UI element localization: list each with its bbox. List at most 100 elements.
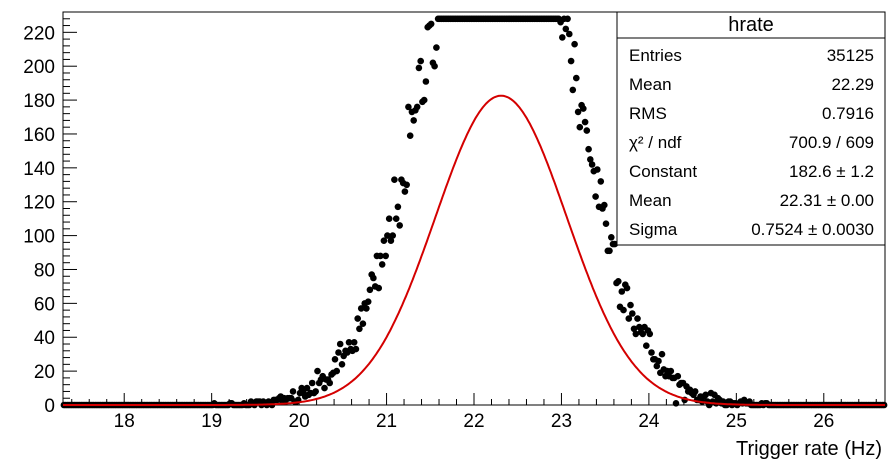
x-tick-label: 24 <box>638 411 660 432</box>
x-tick-label: 21 <box>376 411 397 432</box>
data-point <box>338 361 346 368</box>
stats-row-label: χ² / ndf <box>629 133 682 152</box>
data-point <box>625 315 633 322</box>
y-axis: 0 20 40 60 80 100 120 140 160 180 200 220 <box>23 11 77 417</box>
data-point <box>634 315 641 322</box>
data-point <box>691 388 699 395</box>
data-point <box>571 40 578 48</box>
data-point <box>356 325 363 333</box>
data-point <box>415 64 423 72</box>
x-tick-label: 25 <box>726 411 747 432</box>
data-point <box>364 298 372 306</box>
data-point <box>370 274 377 282</box>
data-point <box>403 181 411 189</box>
data-point <box>401 188 409 195</box>
data-point <box>648 349 655 356</box>
data-point <box>422 78 430 85</box>
x-tick-label: 26 <box>813 411 834 432</box>
data-point <box>667 367 675 375</box>
data-point <box>564 15 571 23</box>
data-point <box>587 156 594 163</box>
data-point <box>352 345 360 353</box>
stats-row-value: 35125 <box>827 46 874 65</box>
data-point <box>431 62 438 70</box>
stats-row-label: Mean <box>629 191 672 210</box>
data-point <box>413 103 421 111</box>
data-point <box>611 240 619 248</box>
data-point <box>389 232 397 239</box>
data-point <box>658 350 666 358</box>
data-point <box>601 201 608 209</box>
data-point <box>597 178 605 185</box>
y-tick-label: 0 <box>44 396 55 417</box>
stats-row-label: Sigma <box>629 220 678 239</box>
data-point <box>378 261 386 268</box>
data-point <box>363 305 370 312</box>
data-point <box>594 166 601 173</box>
data-point <box>336 340 344 348</box>
data-point <box>643 342 650 350</box>
data-point <box>333 367 341 375</box>
y-tick-label: 160 <box>23 125 55 146</box>
stats-box-title: hrate <box>728 14 774 36</box>
data-point <box>608 234 615 241</box>
stats-row-value: 182.6 ± 1.2 <box>789 162 874 181</box>
data-point <box>566 30 573 38</box>
x-axis: 18 19 20 21 22 23 24 25 26 <box>71 393 877 432</box>
data-point <box>382 252 390 260</box>
data-point <box>606 247 613 255</box>
stats-row-value: 700.9 / 609 <box>789 133 874 152</box>
data-point <box>345 339 353 346</box>
data-point <box>420 96 428 104</box>
data-point <box>620 306 627 314</box>
data-point <box>583 127 591 134</box>
x-axis-label: Trigger rate (Hz) <box>736 438 882 460</box>
data-point <box>588 161 596 168</box>
data-point <box>574 108 582 116</box>
y-tick-label: 40 <box>34 328 55 349</box>
y-tick-label: 60 <box>34 294 55 315</box>
data-point <box>298 384 306 392</box>
y-tick-label: 100 <box>23 227 55 248</box>
stats-row-value: 22.31 ± 0.00 <box>780 191 874 210</box>
x-tick-label: 19 <box>201 411 222 432</box>
data-point <box>427 20 435 28</box>
data-point <box>357 305 365 312</box>
data-point <box>385 215 393 222</box>
y-tick-label: 180 <box>23 91 55 112</box>
stats-box: hrate Entries 35125 Mean 22.29 RMS 0.7916 χ² /… <box>616 11 886 246</box>
data-point <box>602 220 610 227</box>
data-point <box>392 215 400 222</box>
data-point <box>567 57 575 65</box>
x-tick-label: 23 <box>551 411 572 432</box>
data-point <box>623 284 631 292</box>
y-tick-label: 200 <box>23 57 55 78</box>
stats-row-value: 0.7916 <box>822 104 874 123</box>
data-point <box>359 320 367 328</box>
x-tick-label: 20 <box>289 411 310 432</box>
data-point <box>674 372 682 380</box>
data-point <box>580 105 587 112</box>
data-point <box>331 356 339 363</box>
stats-row-value: 0.7524 ± 0.0030 <box>751 220 874 239</box>
data-point <box>377 252 384 260</box>
data-point <box>366 286 374 294</box>
data-point <box>308 379 316 387</box>
data-point <box>406 132 414 139</box>
stats-row-label: Entries <box>629 46 682 65</box>
data-point <box>615 278 622 285</box>
data-point <box>314 367 321 375</box>
data-point <box>585 145 592 153</box>
stats-row-value: 22.29 <box>831 75 874 94</box>
data-point <box>391 176 398 183</box>
data-point <box>312 388 320 395</box>
y-tick-label: 120 <box>23 193 55 214</box>
data-point <box>384 232 391 239</box>
data-point <box>636 323 643 331</box>
data-point <box>394 203 402 211</box>
data-point <box>581 118 589 126</box>
data-point <box>632 330 640 338</box>
fit-curve <box>63 94 885 406</box>
data-point <box>655 357 662 365</box>
data-point <box>396 222 404 229</box>
